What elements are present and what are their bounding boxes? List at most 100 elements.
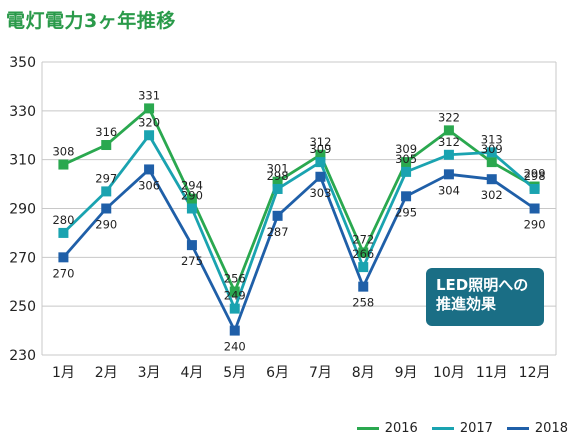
data-label-2017: 309 — [309, 142, 331, 156]
data-label-2018: 275 — [181, 254, 203, 268]
y-tick-label: 270 — [9, 250, 36, 266]
data-label-2017: 313 — [481, 132, 503, 146]
data-point-2018 — [58, 252, 69, 263]
data-label-2018: 306 — [138, 178, 160, 192]
data-label-2018: 258 — [352, 296, 374, 310]
data-point-2017 — [186, 203, 197, 214]
data-label-2017: 312 — [438, 135, 460, 149]
legend-swatch — [356, 427, 379, 430]
data-label-2016: 294 — [181, 179, 203, 193]
data-label-2016: 309 — [395, 142, 417, 156]
legend-item-2017: 2017 — [431, 421, 493, 436]
data-point-2018 — [229, 325, 240, 336]
data-point-2018 — [443, 169, 454, 180]
chart-title: 電灯電力3ヶ年推移 — [6, 10, 176, 32]
series-line-2017 — [62, 133, 536, 311]
data-label-2018: 304 — [438, 183, 460, 197]
data-point-2017 — [401, 166, 412, 177]
data-point-2017 — [315, 157, 326, 168]
legend-swatch — [506, 427, 529, 430]
data-label-2018: 303 — [309, 186, 331, 200]
legend-item-2016: 2016 — [356, 421, 418, 436]
data-point-2016 — [272, 176, 283, 187]
data-point-2018 — [529, 203, 540, 214]
legend-label: 2016 — [384, 421, 418, 436]
callout-line-2: 推進効果 — [436, 295, 497, 313]
data-label-2017: 290 — [181, 189, 203, 203]
data-label-2016: 301 — [267, 162, 289, 176]
x-tick-label: 5月 — [223, 365, 246, 381]
data-label-2017: 298 — [524, 169, 546, 183]
data-point-2018 — [144, 164, 155, 175]
x-tick-label: 1月 — [52, 365, 75, 381]
data-label-2018: 287 — [267, 225, 289, 239]
data-label-2017: 280 — [52, 213, 74, 227]
data-label-2018: 240 — [224, 340, 246, 354]
data-label-2017: 320 — [138, 115, 160, 129]
series-line-2018 — [62, 168, 536, 332]
data-label-2016: 331 — [138, 88, 160, 102]
x-tick-label: 9月 — [395, 365, 418, 381]
data-point-2016 — [358, 247, 369, 258]
x-tick-label: 8月 — [352, 365, 375, 381]
data-point-2018 — [315, 171, 326, 182]
data-label-2017: 249 — [224, 289, 246, 303]
data-label-2017: 298 — [267, 169, 289, 183]
data-point-2018 — [486, 174, 497, 185]
x-tick-label: 4月 — [180, 365, 203, 381]
y-tick-label: 230 — [9, 348, 36, 364]
data-label-2016: 256 — [224, 272, 246, 286]
data-point-2016 — [144, 103, 155, 114]
data-point-2018 — [101, 203, 112, 214]
data-label-2016: 316 — [95, 125, 117, 139]
x-tick-label: 11月 — [476, 365, 508, 381]
data-label-2016: 272 — [352, 232, 374, 246]
data-label-2017: 266 — [352, 247, 374, 261]
data-point-2017 — [58, 227, 69, 238]
data-label-2016: 309 — [481, 142, 503, 156]
data-point-2016 — [229, 286, 240, 297]
data-point-2017 — [529, 183, 540, 194]
legend-item-2018: 2018 — [506, 421, 568, 436]
data-point-2016 — [186, 193, 197, 204]
data-point-2016 — [58, 159, 69, 170]
x-tick-label: 10月 — [433, 365, 465, 381]
data-point-2016 — [315, 149, 326, 160]
callout-line-1: LED照明への — [436, 276, 529, 294]
data-label-2018: 270 — [52, 266, 74, 280]
data-point-2017 — [101, 186, 112, 197]
y-tick-label: 330 — [9, 104, 36, 120]
data-label-2016: 299 — [524, 167, 546, 181]
data-label-2018: 290 — [524, 218, 546, 232]
data-point-2018 — [401, 191, 412, 202]
data-label-2018: 302 — [481, 188, 503, 202]
y-tick-label: 290 — [9, 202, 36, 218]
x-tick-label: 12月 — [519, 365, 551, 381]
x-tick-label: 3月 — [138, 365, 161, 381]
y-tick-label: 250 — [9, 299, 36, 315]
data-point-2017 — [443, 149, 454, 160]
y-tick-label: 310 — [9, 153, 36, 169]
data-label-2017: 297 — [95, 171, 117, 185]
data-label-2016: 322 — [438, 110, 460, 124]
y-tick-label: 350 — [9, 55, 36, 71]
data-point-2018 — [272, 210, 283, 221]
data-label-2018: 290 — [95, 218, 117, 232]
data-point-2018 — [358, 281, 369, 292]
legend-label: 2018 — [534, 421, 568, 436]
data-label-2016: 308 — [52, 145, 74, 159]
data-point-2017 — [144, 130, 155, 141]
legend: 2016 2017 2018 — [356, 421, 568, 436]
callout-box: LED照明への 推進効果 — [426, 268, 544, 326]
data-label-2016: 312 — [309, 135, 331, 149]
data-point-2018 — [186, 240, 197, 251]
data-point-2017 — [358, 262, 369, 273]
legend-label: 2017 — [459, 421, 493, 436]
data-label-2018: 295 — [395, 205, 417, 219]
legend-swatch — [431, 427, 454, 430]
x-tick-label: 2月 — [95, 365, 118, 381]
series-line-2016 — [62, 106, 536, 293]
x-tick-label: 7月 — [309, 365, 332, 381]
data-point-2016 — [486, 157, 497, 168]
